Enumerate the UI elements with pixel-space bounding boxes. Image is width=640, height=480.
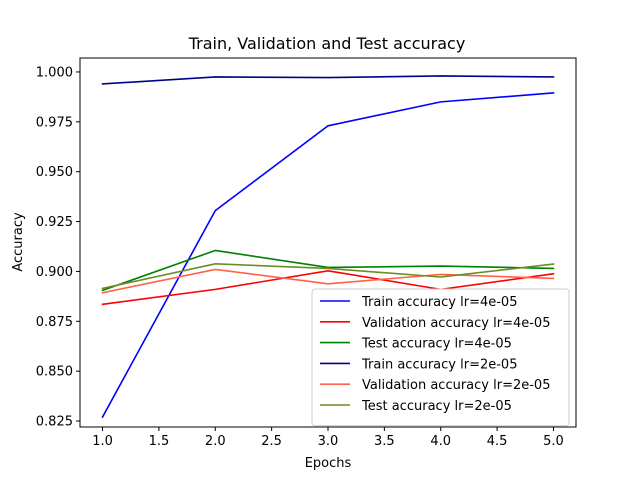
x-tick-label: 4.0 (430, 434, 451, 449)
legend-entry: Train accuracy lr=2e-05 (361, 357, 517, 372)
legend-entry: Test accuracy lr=2e-05 (361, 399, 512, 414)
y-axis-label: Accuracy (11, 212, 26, 272)
legend-entry: Validation accuracy lr=4e-05 (362, 316, 550, 331)
series-line-4 (101, 75, 555, 85)
series-line-1 (101, 92, 555, 419)
x-tick-label: 3.0 (318, 434, 339, 449)
y-tick-label: 0.850 (36, 365, 73, 380)
legend: Train accuracy lr=4e-05 Validation accura… (311, 288, 570, 427)
y-tick-label: 0.900 (36, 265, 73, 280)
legend-entry: Train accuracy lr=4e-05 (361, 295, 517, 310)
x-tick-label: 2.0 (205, 434, 226, 449)
y-tick-label: 0.875 (36, 315, 73, 330)
x-tick-label: 1.0 (92, 434, 113, 449)
series-line-3 (101, 249, 555, 292)
x-axis: 1.0 1.5 2.0 2.5 3.0 3.5 4.0 4.5 5.0 (92, 427, 564, 449)
y-tick-label: 0.975 (36, 115, 73, 130)
x-tick-label: 2.5 (261, 434, 282, 449)
chart-title: Train, Validation and Test accuracy (188, 34, 466, 53)
series-lines (101, 75, 555, 419)
y-tick-label: 0.950 (36, 165, 73, 180)
x-tick-label: 3.5 (374, 434, 395, 449)
series-line-2 (101, 270, 555, 306)
legend-entry: Validation accuracy lr=2e-05 (362, 378, 550, 393)
x-axis-label: Epochs (305, 456, 352, 471)
legend-box (311, 288, 570, 427)
x-tick-label: 4.5 (487, 434, 508, 449)
legend-entry: Test accuracy lr=4e-05 (361, 337, 512, 352)
y-tick-label: 0.825 (36, 415, 73, 430)
y-tick-label: 1.000 (36, 65, 73, 80)
x-tick-label: 5.0 (543, 434, 564, 449)
x-tick-label: 1.5 (149, 434, 170, 449)
series-line-6 (101, 263, 555, 290)
series-line-5 (101, 268, 555, 294)
y-tick-label: 0.925 (36, 215, 73, 230)
plot-frame (79, 57, 577, 428)
y-axis: 0.825 0.850 0.875 0.900 0.925 0.950 0.975 1.000 (36, 65, 80, 430)
